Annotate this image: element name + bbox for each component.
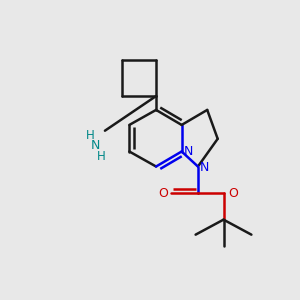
Text: H: H	[85, 129, 94, 142]
Text: O: O	[158, 187, 168, 200]
Text: O: O	[228, 187, 238, 200]
Text: N: N	[184, 145, 193, 158]
Text: N: N	[91, 139, 100, 152]
Text: H: H	[97, 150, 106, 163]
Text: N: N	[200, 161, 209, 174]
